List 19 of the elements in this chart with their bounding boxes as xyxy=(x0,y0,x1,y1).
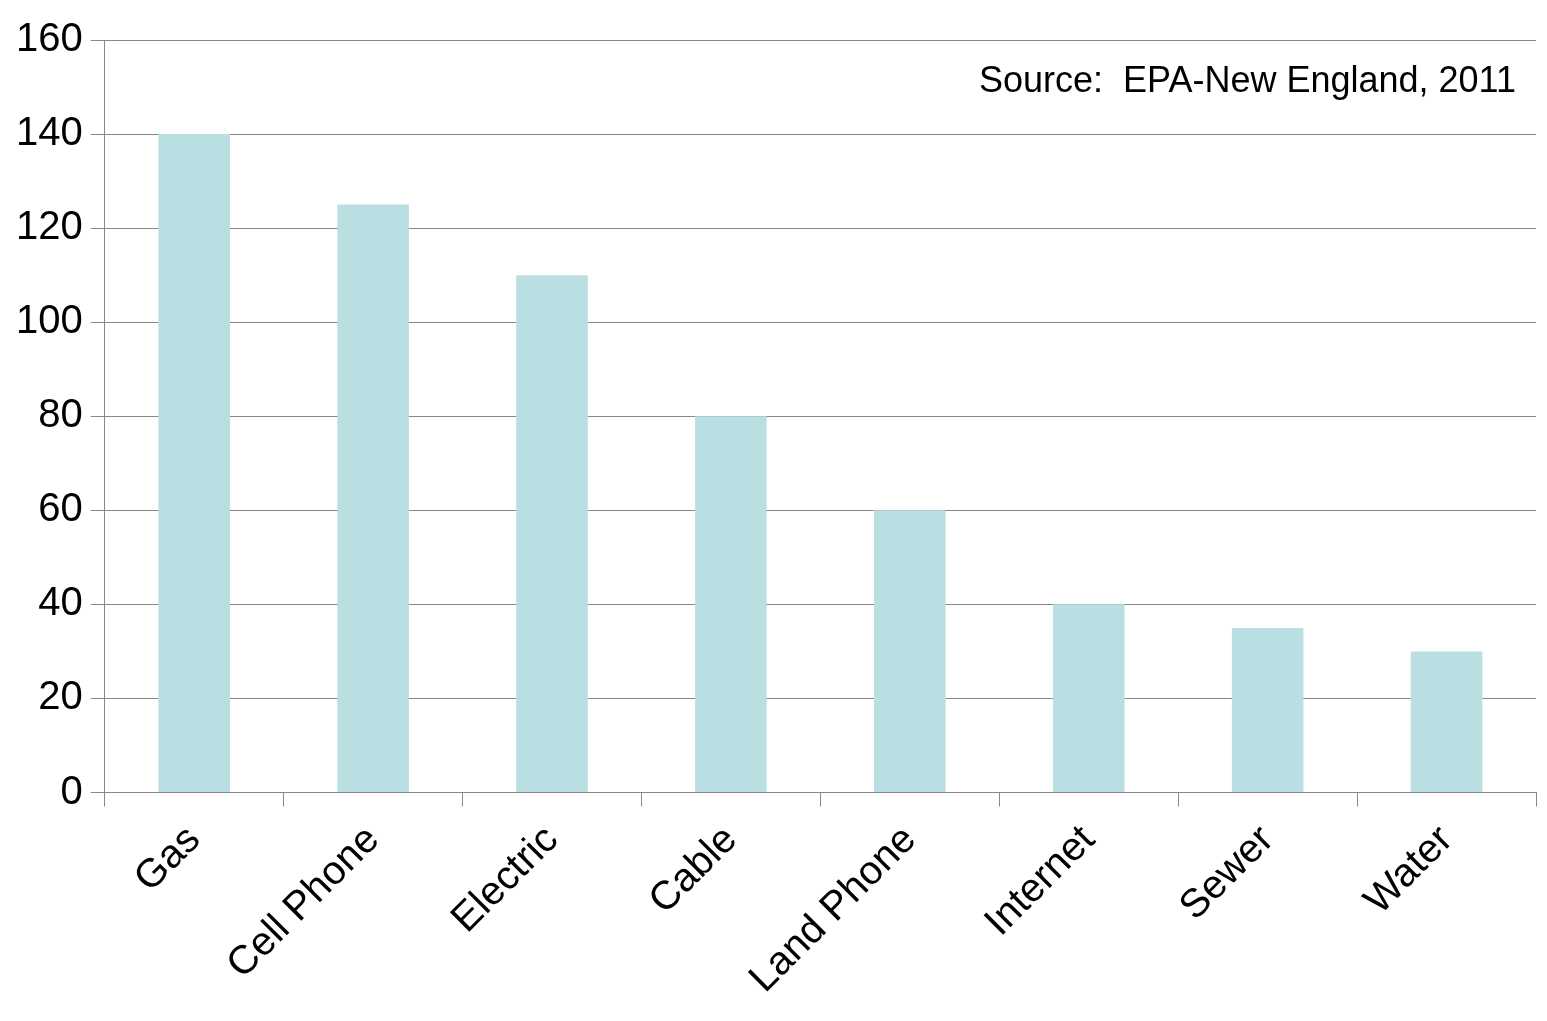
y-tick-label: 60 xyxy=(38,485,83,530)
y-tick-label: 40 xyxy=(38,579,83,624)
bar xyxy=(337,204,409,792)
bar xyxy=(1231,627,1304,792)
x-tick-label: Gas xyxy=(124,815,208,899)
y-tick-label: 20 xyxy=(38,673,83,718)
y-tick-label: 120 xyxy=(15,203,83,248)
bar xyxy=(158,134,230,792)
annotation: Source: EPA-New England, 2011 xyxy=(979,58,1516,100)
bar xyxy=(516,275,588,792)
y-tick-label: 0 xyxy=(60,767,83,812)
bar xyxy=(1052,604,1125,792)
y-tick-label: 80 xyxy=(38,391,83,436)
y-tick-label: 160 xyxy=(15,15,83,60)
y-tick-label: 100 xyxy=(15,297,83,342)
bar xyxy=(1410,651,1483,792)
y-tick-label: 140 xyxy=(15,109,83,154)
bar xyxy=(874,510,946,792)
bar xyxy=(695,416,767,792)
